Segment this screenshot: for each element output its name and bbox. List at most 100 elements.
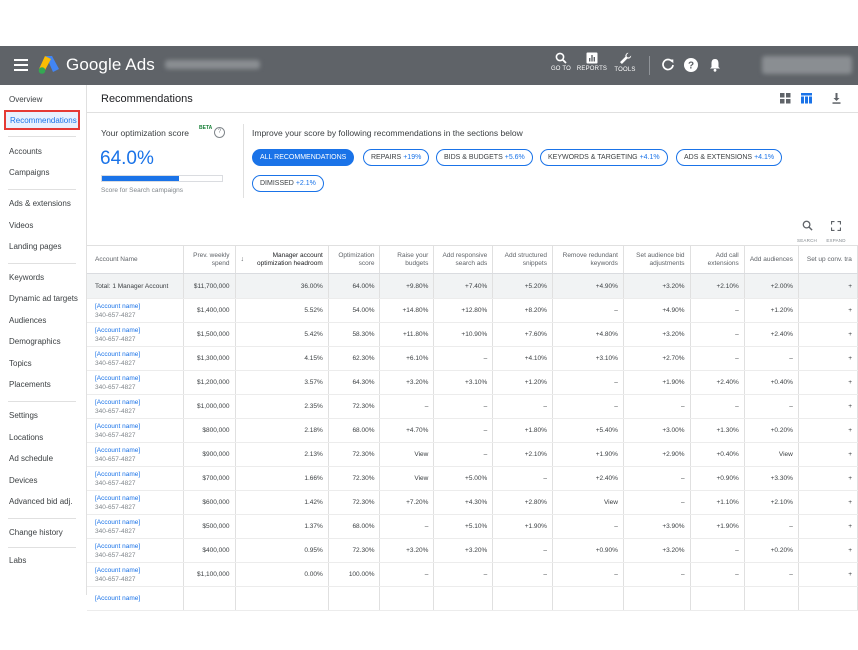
column-header[interactable]: Add call extensions <box>690 245 745 274</box>
recommendation-link[interactable]: +0.20% <box>744 418 799 443</box>
recommendation-link[interactable]: +2.40% <box>552 466 624 491</box>
recommendation-link[interactable]: +3.90% <box>623 514 691 539</box>
recommendation-link[interactable]: +1.80% <box>492 418 553 443</box>
column-header-sorted[interactable]: ↓ Manager account optimization headroom <box>235 245 329 274</box>
recommendation-link[interactable]: +2.90% <box>623 442 691 467</box>
recommendation-link[interactable]: +4.30% <box>433 490 494 515</box>
sidebar-item-labs[interactable]: Labs <box>9 556 27 565</box>
recommendation-link[interactable]: +1.20% <box>744 298 799 323</box>
column-header[interactable]: Optimization score <box>328 245 381 274</box>
column-header[interactable]: Set audience bid adjustments <box>623 245 691 274</box>
recommendation-link[interactable]: +14.80% <box>379 298 435 323</box>
recommendation-link[interactable]: + <box>798 346 858 371</box>
recommendation-link[interactable]: +12.80% <box>433 298 494 323</box>
table-view-icon[interactable] <box>801 93 812 104</box>
recommendation-link[interactable]: + <box>798 322 858 347</box>
recommendation-link[interactable]: View <box>379 466 435 491</box>
grid-view-icon[interactable] <box>780 93 791 104</box>
download-icon[interactable] <box>831 93 842 104</box>
recommendation-link[interactable]: +5.00% <box>433 466 494 491</box>
sidebar-item-locations[interactable]: Locations <box>9 433 44 442</box>
recommendation-link[interactable]: +4.80% <box>552 322 624 347</box>
chip-dismissed[interactable]: DIMISSED +2.1% <box>252 175 324 192</box>
column-header[interactable]: Raise your budgets <box>379 245 435 274</box>
recommendation-link[interactable]: +2.40% <box>744 322 799 347</box>
recommendation-link[interactable]: +2.80% <box>492 490 553 515</box>
recommendation-link[interactable]: View <box>552 490 624 515</box>
recommendation-link[interactable]: +4.90% <box>623 298 691 323</box>
sidebar-item-accounts[interactable]: Accounts <box>9 147 42 156</box>
recommendation-link[interactable]: + <box>798 466 858 491</box>
column-header[interactable]: Remove redundant keywords <box>552 245 624 274</box>
notifications-bell-icon[interactable] <box>707 57 723 73</box>
sidebar-item-advanced-bid-adj[interactable]: Advanced bid adj. <box>9 497 73 506</box>
account-name-link[interactable]: [Account name] <box>95 595 141 602</box>
sidebar-item-overview[interactable]: Overview <box>9 95 43 104</box>
chip-keywords-targeting[interactable]: KEYWORDS & TARGETING +4.1% <box>540 149 668 166</box>
recommendation-link[interactable]: +5.10% <box>433 514 494 539</box>
recommendation-link[interactable]: + <box>798 538 858 563</box>
account-name-link[interactable]: [Account name] <box>95 470 141 478</box>
recommendation-link[interactable]: +4.10% <box>492 346 553 371</box>
recommendation-link[interactable]: +1.90% <box>690 514 745 539</box>
recommendation-link[interactable]: +1.10% <box>690 490 745 515</box>
column-header[interactable]: Set up conv. tra <box>798 245 858 274</box>
sidebar-item-campaigns[interactable]: Campaigns <box>9 168 50 177</box>
sidebar-item-devices[interactable]: Devices <box>9 476 38 485</box>
recommendation-link[interactable]: +2.70% <box>623 346 691 371</box>
recommendation-link[interactable]: +11.80% <box>379 322 435 347</box>
recommendation-link[interactable]: +4.70% <box>379 418 435 443</box>
recommendation-link[interactable]: +5.40% <box>552 418 624 443</box>
sidebar-item-dynamic-ad-targets[interactable]: Dynamic ad targets <box>9 294 78 303</box>
reports-button[interactable]: REPORTS <box>575 52 609 82</box>
account-name-link[interactable]: [Account name] <box>95 398 141 406</box>
chip-bids-budgets[interactable]: BIDS & BUDGETS +5.6% <box>436 149 533 166</box>
recommendation-link[interactable]: + <box>798 514 858 539</box>
menu-icon[interactable] <box>14 59 28 71</box>
column-header[interactable]: Add audiences <box>744 245 799 274</box>
search-button[interactable]: SEARCH <box>797 218 817 243</box>
recommendation-link[interactable]: +3.20% <box>623 322 691 347</box>
recommendation-link[interactable]: +2.40% <box>690 370 745 395</box>
account-name-link[interactable]: [Account name] <box>95 518 141 526</box>
sidebar-item-placements[interactable]: Placements <box>9 380 51 389</box>
recommendation-link[interactable]: + <box>798 298 858 323</box>
account-name-link[interactable]: [Account name] <box>95 566 141 574</box>
recommendation-link[interactable]: + <box>798 370 858 395</box>
recommendation-link[interactable]: +3.10% <box>552 346 624 371</box>
account-name-link[interactable]: [Account name] <box>95 542 141 550</box>
help-circle-icon[interactable]: ? <box>214 127 225 138</box>
chip-all-recommendations[interactable]: ALL RECOMMENDATIONS <box>252 149 355 166</box>
sidebar-item-landing-pages[interactable]: Landing pages <box>9 242 62 251</box>
sidebar-item-videos[interactable]: Videos <box>9 221 34 230</box>
column-header[interactable]: Prev. weekly spend <box>183 245 236 274</box>
recommendation-link[interactable]: +1.90% <box>552 442 624 467</box>
recommendation-link[interactable]: +3.00% <box>623 418 691 443</box>
sidebar-item-recommendations[interactable]: Recommendations <box>4 110 80 130</box>
expand-button[interactable]: EXPAND <box>826 218 846 243</box>
sidebar-item-keywords[interactable]: Keywords <box>9 273 45 282</box>
tools-button[interactable]: TOOLS <box>608 52 642 82</box>
recommendation-link[interactable]: +3.30% <box>744 466 799 491</box>
recommendation-link[interactable]: +7.20% <box>379 490 435 515</box>
recommendation-link[interactable]: +1.90% <box>623 370 691 395</box>
sidebar-item-settings[interactable]: Settings <box>9 411 38 420</box>
help-icon[interactable]: ? <box>683 57 699 73</box>
recommendation-link[interactable]: + <box>798 442 858 467</box>
recommendation-link[interactable]: +3.20% <box>433 538 494 563</box>
recommendation-link[interactable]: +2.10% <box>744 490 799 515</box>
recommendation-link[interactable]: +6.10% <box>379 346 435 371</box>
sidebar-item-ads-extensions[interactable]: Ads & extensions <box>9 199 71 208</box>
chip-ads-extensions[interactable]: ADS & EXTENSIONS +4.1% <box>676 149 783 166</box>
column-header[interactable]: Add responsive search ads <box>433 245 494 274</box>
account-name-link[interactable]: [Account name] <box>95 302 141 310</box>
recommendation-link[interactable]: + <box>798 418 858 443</box>
recommendation-link[interactable]: +0.40% <box>690 442 745 467</box>
account-name-link[interactable]: [Account name] <box>95 422 141 430</box>
recommendation-link[interactable]: +3.20% <box>623 538 691 563</box>
column-header[interactable]: Add structured snippets <box>492 245 553 274</box>
recommendation-link[interactable]: +10.90% <box>433 322 494 347</box>
recommendation-link[interactable]: +3.10% <box>433 370 494 395</box>
sidebar-item-ad-schedule[interactable]: Ad schedule <box>9 454 54 463</box>
recommendation-link[interactable]: +1.30% <box>690 418 745 443</box>
